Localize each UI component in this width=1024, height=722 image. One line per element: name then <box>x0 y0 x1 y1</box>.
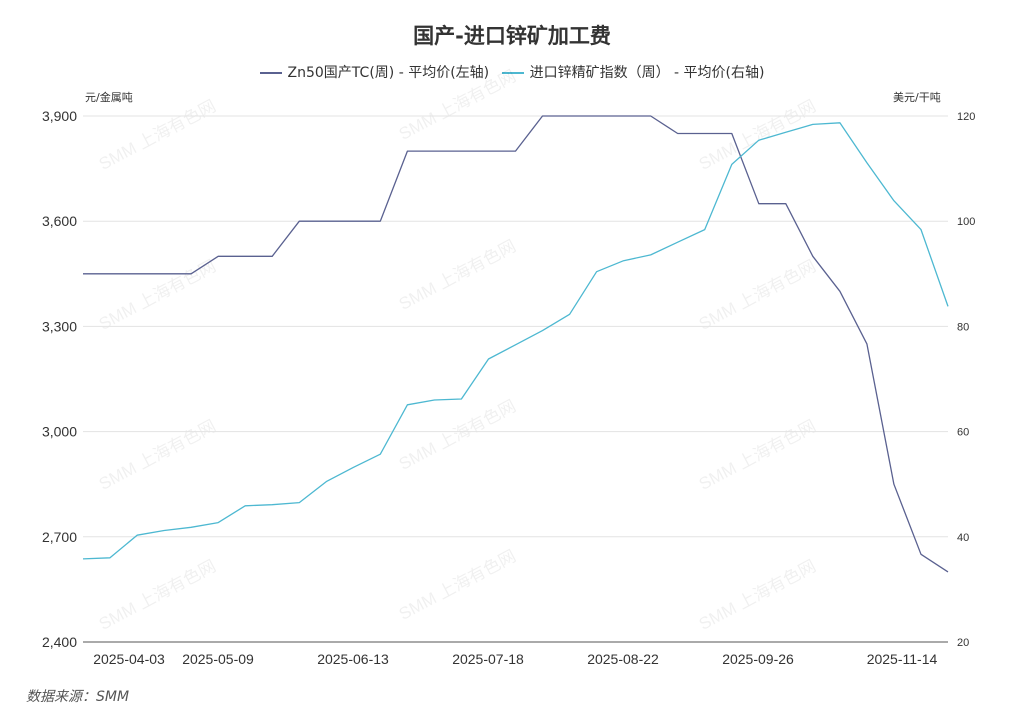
legend-label-domestic-tc: Zn50国产TC(周) - 平均价(左轴) <box>287 65 490 81</box>
y-right-tick-label: 60 <box>957 427 969 439</box>
legend-swatch-domestic-tc <box>259 72 282 74</box>
right-axis-unit: 美元/干吨 <box>893 91 941 104</box>
watermark-text: SMM 上海有色网 <box>696 556 819 634</box>
y-left-tick-label: 3,900 <box>42 108 77 124</box>
y-left-tick-label: 3,300 <box>42 318 77 334</box>
y-left-tick-label: 3,000 <box>42 424 77 440</box>
data-source: 数据来源：SMM <box>26 689 130 705</box>
left-axis-unit: 元/金属吨 <box>85 91 133 104</box>
x-tick-label: 2025-07-18 <box>452 651 524 667</box>
y-right-tick-label: 120 <box>957 111 975 123</box>
watermark-text: SMM 上海有色网 <box>396 66 519 144</box>
series-line-domestic-tc <box>83 115 949 573</box>
watermark-text: SMM 上海有色网 <box>396 236 519 314</box>
x-tick-label: 2025-06-13 <box>317 651 389 667</box>
legend-item-import-index[interactable]: 进口锌精矿指数（周） - 平均价(右轴) <box>501 62 765 82</box>
chart-title: 国产-进口锌矿加工费 <box>413 24 611 48</box>
chart-legend: Zn50国产TC(周) - 平均价(左轴) 进口锌精矿指数（周） - 平均价(右… <box>0 62 1024 82</box>
y-left-tick-label: 2,700 <box>42 529 77 545</box>
watermark-text: SMM 上海有色网 <box>696 416 819 494</box>
y-left-tick-label: 3,600 <box>42 213 77 229</box>
legend-swatch-import-index <box>501 72 524 74</box>
x-tick-label: 2025-05-09 <box>182 651 254 667</box>
watermark-text: SMM 上海有色网 <box>96 416 219 494</box>
watermark-text: SMM 上海有色网 <box>396 546 519 624</box>
legend-item-domestic-tc[interactable]: Zn50国产TC(周) - 平均价(左轴) <box>259 62 490 82</box>
watermark-text: SMM 上海有色网 <box>96 96 219 174</box>
y-left-tick-label: 2,400 <box>42 634 77 650</box>
series-line-import-index <box>82 122 949 560</box>
y-right-tick-label: 20 <box>957 637 969 649</box>
y-right-tick-label: 100 <box>957 216 975 228</box>
x-tick-label: 2025-09-26 <box>722 651 794 667</box>
y-right-tick-label: 80 <box>957 321 969 333</box>
watermark-text: SMM 上海有色网 <box>696 96 819 174</box>
x-tick-label: 2025-04-03 <box>93 651 165 667</box>
watermark-text: SMM 上海有色网 <box>696 256 819 334</box>
watermark-text: SMM 上海有色网 <box>396 396 519 474</box>
legend-label-import-index: 进口锌精矿指数（周） - 平均价(右轴) <box>529 65 765 81</box>
x-tick-label: 2025-11-14 <box>867 651 938 667</box>
x-tick-label: 2025-08-22 <box>587 651 659 667</box>
watermark-text: SMM 上海有色网 <box>96 556 219 634</box>
y-right-tick-label: 40 <box>957 532 969 544</box>
